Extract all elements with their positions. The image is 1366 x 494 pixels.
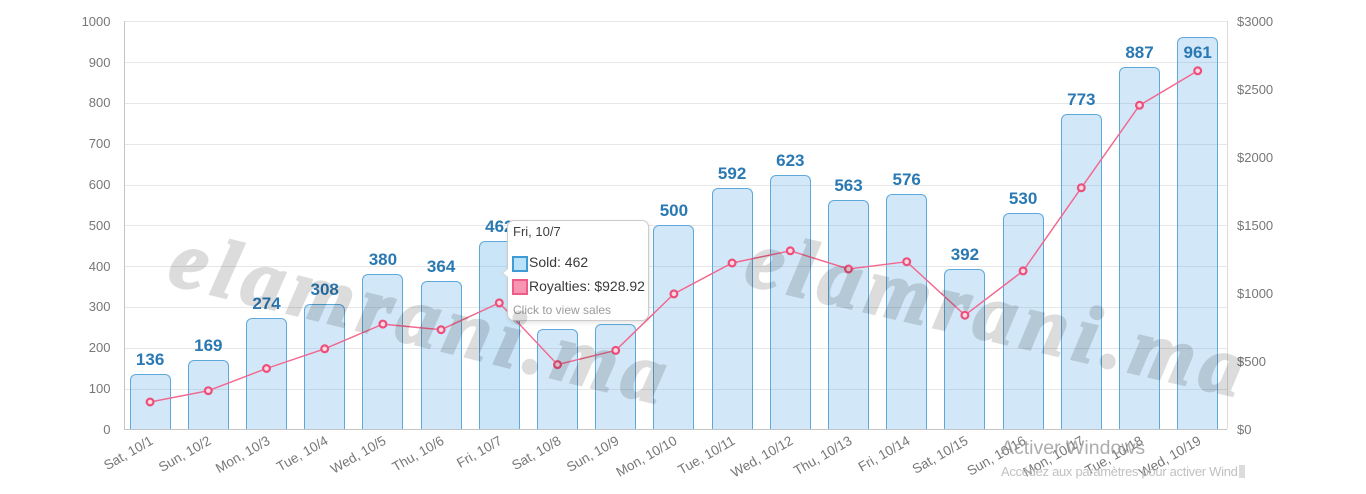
svg-text:elamrani.ma: elamrani.ma — [162, 212, 683, 423]
svg-text:elamrani.ma: elamrani.ma — [738, 212, 1259, 415]
